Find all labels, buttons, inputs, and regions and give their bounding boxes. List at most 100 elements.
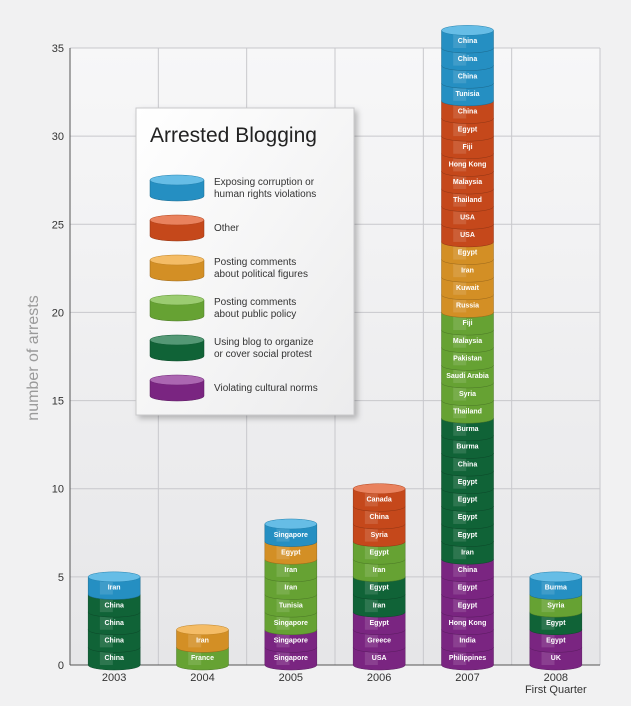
disk-label: Thailand [453, 197, 482, 204]
y-axis-label: number of arrests [25, 295, 42, 420]
disk-side [176, 629, 229, 653]
x-tick-sublabel: First Quarter [525, 684, 587, 696]
disk-side [441, 188, 494, 212]
disk-label: Malaysia [453, 179, 482, 186]
disk-label: Egypt [546, 638, 566, 645]
x-tick-label: 2005 [279, 672, 303, 684]
disk-side [87, 629, 141, 653]
disk-side [441, 241, 494, 265]
stack-2008: UK Egypt Egypt Syria Burma [529, 571, 583, 671]
disk-side [264, 576, 318, 600]
disk-label: Egypt [369, 549, 389, 556]
disk-label: USA [372, 655, 387, 662]
disk-side [441, 488, 494, 512]
disk-label: Hong Kong [449, 620, 487, 627]
disk-label: USA [460, 214, 475, 221]
disk-label: Singapore [274, 620, 308, 627]
legend: Arrested Blogging Exposing corruption or… [135, 107, 355, 416]
y-tick-label: 30 [52, 131, 64, 143]
disk-side [441, 329, 494, 353]
disk-label: Syria [371, 532, 388, 539]
legend-swatch-top [149, 374, 205, 386]
disk-other: Canada [352, 483, 406, 512]
disk-side [441, 541, 494, 565]
disk-side [352, 523, 406, 547]
disk-label: Iran [373, 567, 386, 574]
disk-label: India [459, 638, 475, 645]
disk-side [441, 65, 494, 89]
disk-label: Canada [367, 497, 392, 504]
disk-side [352, 488, 406, 512]
disk-label: Syria [547, 602, 564, 609]
disk-label: China [458, 567, 478, 574]
disk-top [264, 518, 318, 530]
disk-side [441, 453, 494, 477]
disk-side [441, 382, 494, 406]
disk-side [441, 153, 494, 177]
disk-side [352, 647, 406, 671]
legend-swatch-side [149, 299, 205, 322]
disk-corruption: Singapore [264, 518, 318, 547]
disk-side [441, 100, 494, 124]
disk-side [352, 594, 406, 618]
disk-label: Pakistan [453, 356, 482, 363]
y-tick-label: 10 [52, 484, 64, 496]
disk-label: Burma [545, 585, 567, 592]
disk-side [176, 647, 229, 671]
disk-label: Egypt [458, 250, 478, 257]
disk-label: Iran [461, 549, 474, 556]
disk-side [441, 576, 494, 600]
legend-title: Arrested Blogging [150, 124, 317, 147]
disk-label: Burma [456, 426, 478, 433]
legend-swatch-top [149, 254, 205, 266]
legend-label: Exposing corruption or [214, 177, 315, 188]
disk-side [441, 594, 494, 618]
disk-side [441, 506, 494, 530]
disk-side [441, 558, 494, 583]
disk-label: China [104, 655, 124, 662]
disk-corruption: Burma [529, 571, 583, 600]
stack-2006: USA Greece Egypt Iran Egypt Iran Egypt Syria Chi… [352, 483, 406, 671]
legend-swatch-side [149, 259, 205, 282]
disk-top [176, 624, 229, 635]
disk-label: Iran [284, 585, 297, 592]
legend-swatch-side [149, 219, 205, 242]
disk-label: Egypt [546, 620, 566, 627]
disk-side [441, 30, 494, 54]
disk-side [441, 400, 494, 424]
disk-top [87, 571, 141, 583]
stack-2004: France Iran [176, 624, 229, 671]
disk-label: Egypt [369, 585, 389, 592]
legend-swatch-top [149, 174, 205, 186]
stack-2003: China China China China Iran [87, 571, 141, 671]
disk-side [352, 576, 406, 600]
disk-label: Egypt [458, 126, 478, 133]
disk-side [87, 594, 141, 618]
disk-side [441, 523, 494, 547]
legend-label: about political figures [214, 269, 308, 280]
disk-label: Burma [456, 444, 478, 451]
disk-label: China [104, 620, 124, 627]
disk-label: Egypt [458, 479, 478, 486]
disk-top [441, 25, 494, 36]
disk-label: China [458, 461, 478, 468]
disk-label: Thailand [453, 408, 482, 415]
disk-side [87, 647, 141, 671]
legend-swatch-top [149, 214, 205, 226]
disk-side [441, 118, 494, 142]
disk-side [441, 435, 494, 459]
legend-swatch-top [149, 334, 205, 346]
stack-2007: Philippines India Hong Kong Egypt Egypt China… [441, 25, 494, 671]
disk-label: Egypt [458, 585, 478, 592]
disk-label: Egypt [458, 497, 478, 504]
disk-side [529, 611, 583, 635]
legend-swatch-side [149, 179, 205, 202]
disk-side [441, 259, 494, 283]
disk-side [264, 541, 318, 565]
disk-label: China [369, 514, 389, 521]
legend-entry-cultural_norms: Violating cultural norms [149, 374, 318, 402]
